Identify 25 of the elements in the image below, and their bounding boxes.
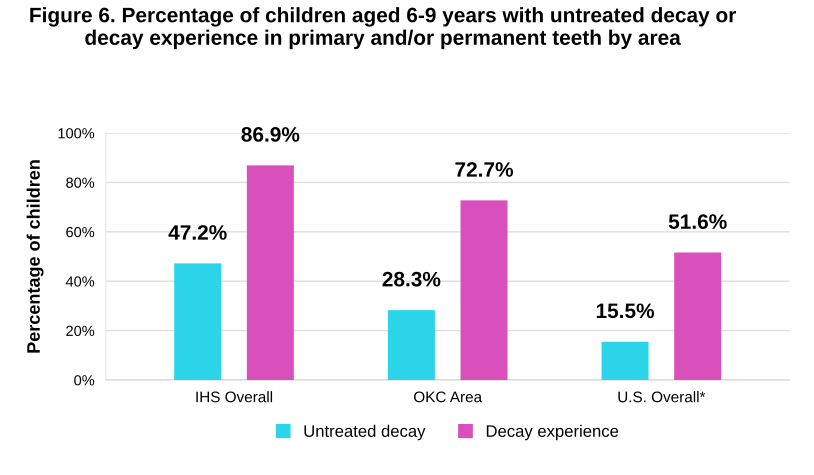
y-tick-label: 100%: [58, 128, 94, 138]
y-axis-title: Percentage of children: [26, 160, 44, 353]
bar: [460, 200, 508, 380]
y-tick-label: 40%: [66, 276, 94, 287]
data-label: 28.3%: [382, 272, 440, 287]
x-tick-label: IHS Overall: [196, 391, 272, 402]
y-tick-label: 80%: [66, 178, 94, 188]
x-tick-label: U.S. Overall*: [618, 391, 706, 402]
data-label: 15.5%: [596, 303, 654, 318]
y-tick-label: 20%: [66, 326, 94, 336]
x-tick-label: OKC Area: [414, 392, 482, 402]
chart-title: Figure 6. Percentage of children aged 6-9 years with untreated decay or decay experience in primary and/or permanent teeth by area: [30, 7, 736, 50]
y-tick-label: 0%: [74, 375, 94, 386]
bar: [602, 342, 649, 380]
legend-label: Decay experience: [486, 424, 618, 440]
data-label: 47.2%: [168, 225, 227, 240]
data-label: 72.7%: [455, 162, 514, 177]
bar: [388, 310, 435, 380]
bar: [174, 263, 222, 380]
bar: [246, 165, 294, 380]
data-label: 86.9%: [241, 127, 300, 142]
data-label: 51.6%: [668, 214, 727, 229]
legend-label: Untreated decay: [304, 424, 426, 440]
y-tick-label: 60%: [66, 226, 94, 238]
bar: [674, 252, 722, 380]
